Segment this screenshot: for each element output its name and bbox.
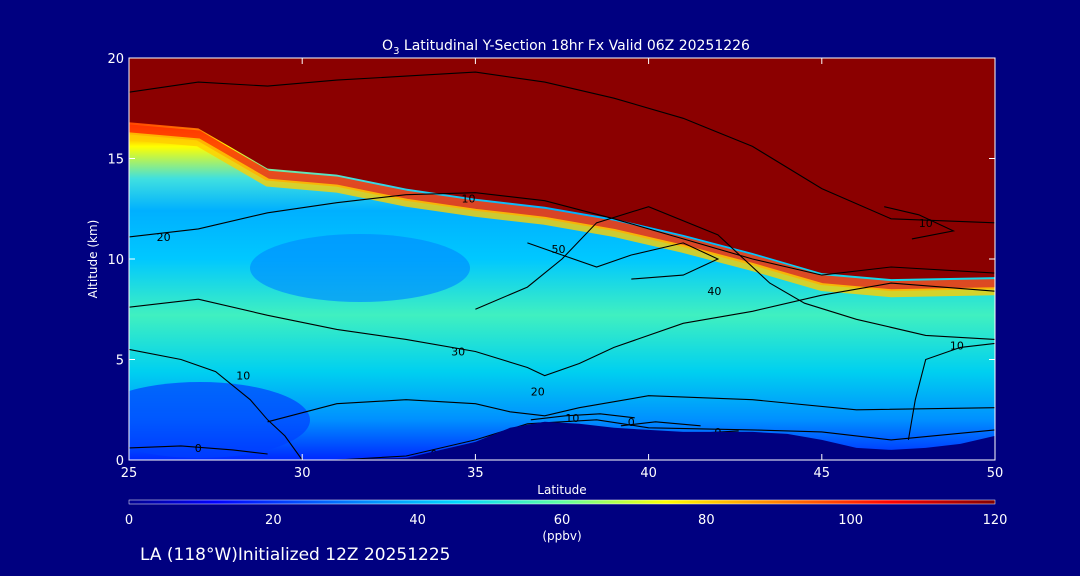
colorbar-tick-label-2: 40	[409, 513, 426, 528]
contour-line-5	[907, 342, 995, 440]
footer-initialized: LA (118°W)Initialized 12Z 20251225	[140, 545, 450, 565]
contour-label-8: 10	[236, 370, 250, 383]
contour-label-4: 50	[552, 243, 566, 256]
contour-label-9: 0	[195, 442, 202, 455]
contour-line-6	[884, 206, 956, 240]
x-tick-label-3: 40	[640, 466, 657, 481]
contour-line-12	[620, 421, 701, 427]
contour-label-7: 20	[531, 386, 545, 399]
x-axis-label: Latitude	[537, 483, 586, 497]
y-tick-label-2: 10	[107, 253, 124, 268]
colorbar-units: (ppbv)	[542, 529, 581, 543]
colorbar-ticks: 0 20 40 60 80 100 120	[125, 513, 1008, 528]
x-tick-label-0: 25	[121, 466, 138, 481]
contour-line-10	[336, 419, 995, 460]
colorbar-tick-label-5: 100	[838, 513, 863, 528]
tropopause-yellow-band	[129, 132, 995, 298]
x-tick-label-1: 30	[294, 466, 311, 481]
contour-label-1: 20	[157, 231, 171, 244]
lower-boundary-layer-low-ozone	[129, 382, 310, 458]
y-axis-label: Altitude (km)	[86, 220, 100, 299]
upper-trough-low-ozone	[250, 234, 470, 302]
axes: 25 30 35 40 45 50 0 5 10 15 20	[107, 52, 1003, 481]
y-tick-label-1: 5	[116, 354, 124, 369]
contour-label-5: 10	[950, 339, 964, 352]
terrain-mask	[129, 421, 995, 460]
contour-line-7	[267, 395, 995, 423]
colorbar-tick-label-6: 120	[983, 513, 1008, 528]
contour-label-3: 40	[707, 285, 721, 298]
y-tick-label-4: 20	[107, 52, 124, 67]
stratosphere-high-ozone	[129, 58, 995, 280]
contour-line-2	[129, 282, 995, 377]
contour-line-4	[527, 242, 720, 280]
colorbar-tick-label-0: 0	[125, 513, 133, 528]
x-tick-label-5: 50	[987, 466, 1004, 481]
colorbar	[128, 499, 996, 505]
y-tick-label-0: 0	[116, 454, 124, 469]
chart-title: O3 Latitudinal Y-Section 18hr Fx Valid 0…	[382, 38, 750, 57]
contour-line-8	[129, 348, 303, 460]
colorbar-tick-label-1: 20	[265, 513, 282, 528]
x-tick-label-2: 35	[467, 466, 484, 481]
contour-line-9	[129, 445, 268, 455]
contour-line-11	[530, 413, 635, 421]
tropopause-gradient-band	[129, 124, 995, 292]
contour-label-6: 10	[919, 217, 933, 230]
contour-label-2: 30	[451, 345, 465, 358]
plot-area: 102030405010102010001000	[129, 58, 995, 460]
contour-line-1	[129, 192, 995, 276]
contour-label-12: 0	[628, 416, 635, 429]
y-tick-label-3: 15	[107, 153, 124, 168]
contour-line-0	[129, 71, 995, 224]
contour-label-0: 10	[461, 193, 475, 206]
contour-line-3	[475, 206, 995, 340]
colorbar-tick-label-3: 60	[554, 513, 571, 528]
contour-label-11: 10	[565, 412, 579, 425]
x-tick-label-4: 45	[814, 466, 831, 481]
contour-lines: 102030405010102010001000	[129, 71, 995, 460]
colorbar-tick-label-4: 80	[698, 513, 715, 528]
